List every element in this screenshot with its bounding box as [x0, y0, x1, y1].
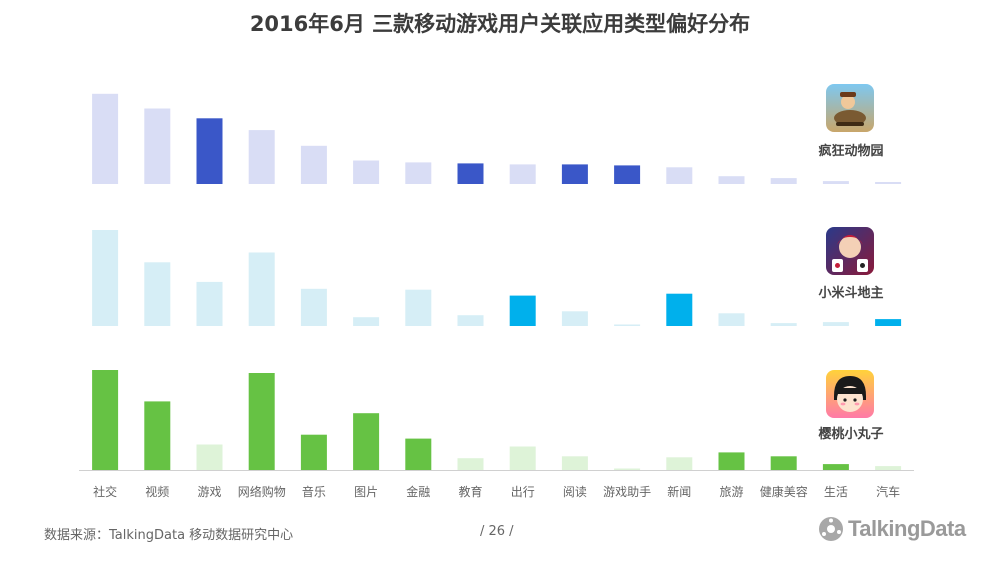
- bar-2-11: [614, 324, 641, 326]
- bar-2-2: [144, 262, 171, 326]
- x-tick-label-8: 教育: [458, 484, 482, 499]
- x-tick-label-5: 音乐: [302, 484, 326, 499]
- bar-3-2: [144, 401, 171, 470]
- bar-1-10: [561, 164, 588, 184]
- bar-1-9: [509, 164, 536, 184]
- brand-logo: TalkingData: [818, 516, 966, 542]
- x-tick-label-10: 阅读: [563, 485, 587, 499]
- bar-2-3: [196, 281, 223, 326]
- bar-1-13: [718, 176, 745, 184]
- x-tick-label-9: 出行: [511, 485, 535, 499]
- bar-3-4: [248, 373, 275, 470]
- brand-name: TalkingData: [848, 516, 966, 541]
- bar-3-7: [405, 438, 432, 470]
- chibi-maruko-app-icon: [826, 370, 874, 418]
- xiaomi-doudizhu-app-icon: [826, 227, 874, 275]
- bar-2-9: [509, 295, 536, 326]
- bar-3-11: [614, 468, 641, 470]
- bar-3-16: [875, 466, 902, 470]
- x-tick-label-16: 汽车: [876, 484, 900, 499]
- panel-label-2: 小米斗地主: [818, 285, 883, 301]
- bar-3-9: [509, 446, 536, 470]
- bar-3-12: [666, 457, 693, 470]
- bar-1-7: [405, 162, 432, 184]
- bar-1-4: [248, 130, 275, 184]
- data-source-note: 数据来源：TalkingData 移动数据研究中心: [44, 528, 294, 543]
- x-tick-label-13: 旅游: [719, 485, 743, 499]
- bar-1-16: [875, 182, 902, 184]
- x-tick-label-3: 游戏: [197, 485, 221, 499]
- bar-1-15: [822, 181, 849, 184]
- x-tick-label-1: 社交: [93, 484, 117, 499]
- bar-3-13: [718, 452, 745, 470]
- talkingdata-logo-icon: [819, 517, 843, 541]
- bar-2-6: [353, 317, 380, 326]
- bar-3-5: [300, 434, 327, 470]
- x-tick-label-6: 图片: [354, 485, 378, 499]
- bar-1-2: [144, 108, 171, 184]
- bar-2-1: [92, 230, 119, 326]
- bar-1-8: [457, 163, 484, 184]
- panel-label-1: 疯狂动物园: [818, 143, 883, 159]
- bar-2-14: [770, 323, 797, 326]
- page-number: / 26 /: [480, 524, 514, 539]
- chart-title: 2016年6月 三款移动游戏用户关联应用类型偏好分布: [249, 12, 751, 36]
- bar-1-5: [300, 145, 327, 184]
- bar-2-15: [822, 322, 849, 326]
- bar-3-10: [561, 456, 588, 470]
- bar-1-11: [614, 165, 641, 184]
- bar-1-3: [196, 118, 223, 184]
- bar-1-14: [770, 178, 797, 184]
- x-tick-label-11: 游戏助手: [603, 485, 651, 499]
- x-tick-label-12: 新闻: [667, 484, 691, 499]
- bar-3-1: [92, 370, 119, 470]
- x-tick-label-2: 视频: [145, 484, 169, 499]
- x-tick-label-4: 网络购物: [238, 484, 286, 499]
- bar-3-3: [196, 444, 223, 470]
- x-tick-label-7: 金融: [406, 484, 430, 499]
- bar-3-8: [457, 458, 484, 470]
- bar-3-6: [353, 413, 380, 470]
- bar-3-15: [822, 464, 849, 470]
- x-tick-label-14: 健康美容: [760, 484, 808, 499]
- bar-1-12: [666, 167, 693, 184]
- bar-2-5: [300, 288, 327, 326]
- bar-2-16: [875, 319, 902, 326]
- bar-1-1: [92, 93, 119, 184]
- bar-3-14: [770, 456, 797, 470]
- bar-2-4: [248, 252, 275, 326]
- bar-2-8: [457, 315, 484, 326]
- bar-2-13: [718, 313, 745, 326]
- x-tick-label-15: 生活: [824, 485, 848, 499]
- bar-2-7: [405, 289, 432, 326]
- crazy-zoo-app-icon: [826, 84, 874, 132]
- bar-1-6: [353, 160, 380, 184]
- bar-2-12: [666, 293, 693, 326]
- bar-2-10: [561, 311, 588, 326]
- panel-label-3: 樱桃小丸子: [818, 426, 883, 442]
